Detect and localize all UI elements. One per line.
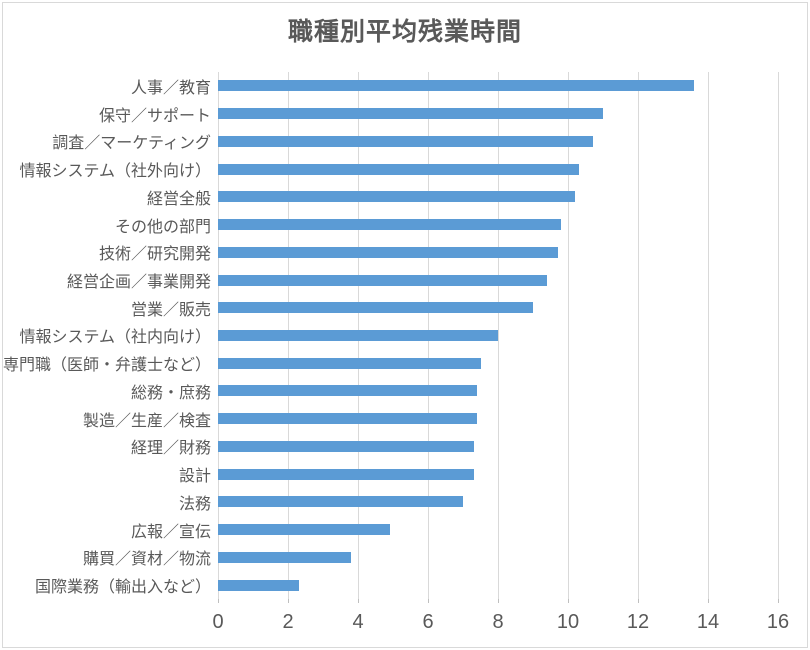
category-label: 専門職（医師・弁護士など）	[2, 357, 211, 375]
x-tick-label: 12	[626, 611, 650, 633]
x-tick-label: 14	[696, 611, 720, 633]
x-tick-label: 8	[492, 611, 504, 633]
x-tick-mark	[218, 599, 219, 603]
category-label: 人事／教育	[130, 79, 211, 97]
bar	[218, 80, 694, 92]
category-label: 国際業務（輸出入など）	[34, 579, 211, 597]
bar	[218, 163, 579, 175]
x-tick-label: 2	[282, 611, 294, 633]
category-label: その他の部門	[114, 218, 211, 236]
category-label: 情報システム（社外向け）	[19, 163, 211, 181]
x-tick-mark	[288, 599, 289, 603]
bar	[218, 274, 547, 286]
category-label: 経営全般	[146, 190, 211, 208]
bar	[218, 135, 593, 147]
category-label: 製造／生産／検査	[82, 412, 211, 430]
x-tick-mark	[428, 599, 429, 603]
category-label: 広報／宣伝	[130, 523, 211, 541]
bar	[218, 413, 477, 425]
x-tick-label: 16	[766, 611, 790, 633]
category-label: 経理／財務	[130, 440, 211, 458]
bar	[218, 496, 463, 508]
bar	[218, 219, 561, 231]
category-label: 総務・庶務	[130, 384, 211, 402]
category-label: 調査／マーケティング	[52, 135, 211, 153]
bar	[218, 551, 351, 563]
category-label: 保守／サポート	[98, 107, 211, 125]
gridline	[638, 72, 639, 599]
x-tick-label: 10	[556, 611, 580, 633]
gridline	[568, 72, 569, 599]
bar	[218, 468, 474, 480]
category-label: 法務	[178, 495, 211, 513]
bar	[218, 579, 299, 591]
category-label: 営業／販売	[130, 301, 211, 319]
gridline	[778, 72, 779, 599]
x-tick-mark	[358, 599, 359, 603]
category-axis: 人事／教育保守／サポート調査／マーケティング情報システム（社外向け） 経営全般その…	[0, 72, 211, 599]
x-tick-mark	[568, 599, 569, 603]
x-tick-mark	[498, 599, 499, 603]
bar	[218, 330, 498, 341]
category-label: 購買／資材／物流	[82, 551, 211, 569]
plot-area	[218, 72, 779, 599]
bar	[218, 440, 474, 452]
chart-title: 職種別平均残業時間	[287, 18, 522, 46]
gridline	[498, 72, 499, 599]
bar	[218, 302, 533, 314]
x-tick-mark	[638, 599, 639, 603]
bar	[218, 191, 575, 203]
category-label: 技術／研究開発	[98, 246, 211, 264]
category-label: 情報システム（社内向け）	[19, 329, 211, 347]
x-tick-label: 6	[422, 611, 434, 633]
x-tick-label: 0	[212, 611, 224, 633]
x-tick-label: 4	[352, 611, 364, 633]
gridline	[708, 72, 709, 599]
category-label: 経営企画／事業開発	[66, 274, 211, 291]
x-tick-mark	[778, 599, 779, 603]
bar	[218, 246, 558, 258]
bar	[218, 357, 481, 369]
category-label: 設計	[178, 468, 211, 486]
bar	[218, 385, 477, 397]
bar	[218, 108, 603, 120]
bar	[218, 524, 390, 536]
x-tick-mark	[708, 599, 709, 603]
